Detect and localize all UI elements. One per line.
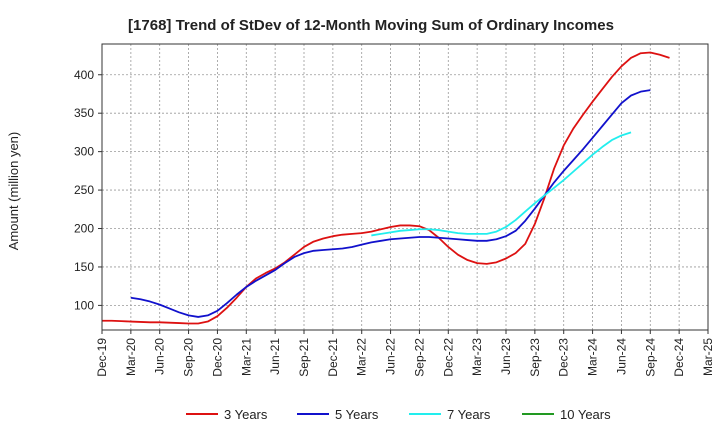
series-line-5-years xyxy=(130,89,651,318)
x-tick-label: Sep-20 xyxy=(182,338,196,377)
legend-label: 7 Years xyxy=(447,407,491,422)
x-tick-label: Jun-22 xyxy=(384,338,398,375)
y-tick-label: 400 xyxy=(74,68,94,82)
x-tick-label: Mar-23 xyxy=(470,338,484,376)
y-tick-label: 100 xyxy=(74,298,94,312)
x-tick-label: Dec-22 xyxy=(441,338,455,377)
x-tick-label: Dec-23 xyxy=(557,338,571,377)
legend-label: 3 Years xyxy=(224,407,268,422)
plot-frame xyxy=(101,43,709,331)
y-tick-label: 150 xyxy=(74,260,94,274)
y-tick-label: 300 xyxy=(74,145,94,159)
y-tick-labels: 100 150 200 250 300 350 400 xyxy=(74,68,102,312)
y-axis-label: Amount (million yen) xyxy=(6,132,21,251)
series-layer xyxy=(102,51,670,325)
y-tick-label: 350 xyxy=(74,106,94,120)
grid-layer xyxy=(102,44,708,330)
x-tick-label: Dec-21 xyxy=(326,338,340,377)
series-line-7-years xyxy=(371,131,632,237)
x-tick-label: Sep-22 xyxy=(412,338,426,377)
x-tick-label: Jun-21 xyxy=(268,338,282,375)
x-tick-label: Mar-25 xyxy=(701,338,715,376)
y-tick-label: 250 xyxy=(74,183,94,197)
x-tick-label: Mar-22 xyxy=(355,338,369,376)
y-tick-label: 200 xyxy=(74,222,94,236)
x-tick-label: Dec-20 xyxy=(210,338,224,377)
chart-title: [1768] Trend of StDev of 12-Month Moving… xyxy=(128,17,614,34)
x-tick-label: Dec-24 xyxy=(672,338,686,377)
x-tick-labels: Dec-19 Mar-20 Jun-20 Sep-20 Dec-20 Mar-21 Jun-… xyxy=(95,330,715,377)
x-tick-label: Mar-21 xyxy=(239,338,253,376)
x-tick-label: Jun-23 xyxy=(499,338,513,375)
x-tick-label: Mar-20 xyxy=(124,338,138,376)
x-tick-label: Sep-21 xyxy=(297,338,311,377)
x-tick-label: Sep-23 xyxy=(528,338,542,377)
legend-label: 5 Years xyxy=(335,407,379,422)
series-line-3-years xyxy=(102,51,670,325)
x-tick-label: Jun-20 xyxy=(153,338,167,375)
x-tick-label: Dec-19 xyxy=(95,338,109,377)
x-tick-label: Sep-24 xyxy=(643,338,657,377)
legend: 3 Years 5 Years 7 Years 10 Years xyxy=(186,407,611,422)
x-tick-label: Mar-24 xyxy=(586,338,600,376)
legend-label: 10 Years xyxy=(560,407,611,422)
x-tick-label: Jun-24 xyxy=(614,338,628,375)
